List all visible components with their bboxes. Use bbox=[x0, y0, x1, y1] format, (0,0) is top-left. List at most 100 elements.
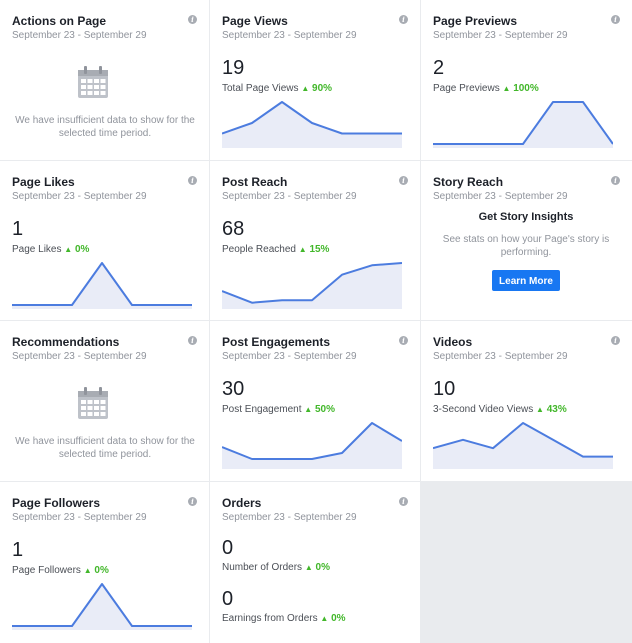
sparkline-line bbox=[12, 583, 192, 627]
card-title: Recommendations bbox=[12, 335, 120, 349]
metric-label-row: People Reached ▲ 15% bbox=[222, 244, 329, 255]
metric-delta: 90% bbox=[312, 83, 333, 94]
info-icon[interactable]: i bbox=[188, 336, 197, 345]
card-date-range: September 23 - September 29 bbox=[12, 351, 147, 362]
sparkline-line bbox=[222, 262, 402, 304]
sparkline-line bbox=[222, 101, 402, 135]
earnings-value: 0 bbox=[222, 588, 234, 610]
up-arrow-icon: ▲ bbox=[536, 405, 544, 414]
sparkline-line bbox=[433, 422, 613, 458]
metric-label: Post Engagement bbox=[222, 404, 302, 415]
sparkline-chart bbox=[222, 262, 402, 309]
card-date-range: September 23 - September 29 bbox=[222, 191, 357, 202]
metric-delta: 0% bbox=[74, 244, 90, 255]
card-videos[interactable]: Videos September 23 - September 29 i 10 … bbox=[421, 321, 632, 481]
card-title: Post Engagements bbox=[222, 335, 331, 349]
info-icon[interactable]: i bbox=[399, 176, 408, 185]
metric-label-row: Page Previews ▲ 100% bbox=[433, 83, 539, 94]
up-arrow-icon: ▲ bbox=[301, 84, 310, 93]
earnings-label-row: Earnings from Orders ▲ 0% bbox=[222, 613, 346, 624]
orders-delta: 0% bbox=[315, 562, 330, 573]
up-arrow-icon: ▲ bbox=[298, 245, 307, 254]
metric-label: Page Followers bbox=[12, 565, 81, 576]
metric-delta: 50% bbox=[314, 404, 335, 415]
card-date-range: September 23 - September 29 bbox=[222, 351, 357, 362]
sparkline-area bbox=[12, 263, 192, 309]
card-date-range: September 23 - September 29 bbox=[433, 351, 568, 362]
metric-value: 68 bbox=[222, 218, 245, 240]
card-date-range: September 23 - September 29 bbox=[433, 191, 568, 202]
metric-label: 3-Second Video Views bbox=[433, 404, 534, 415]
orders-value: 0 bbox=[222, 537, 234, 559]
sparkline-area bbox=[12, 584, 192, 630]
metric-label-row: Page Followers ▲ 0% bbox=[12, 565, 109, 576]
calendar-icon bbox=[78, 66, 108, 98]
sparkline-chart bbox=[12, 583, 192, 630]
metric-value: 1 bbox=[12, 218, 24, 240]
empty-message: We have insufficient data to show for th… bbox=[15, 436, 195, 460]
sparkline-line bbox=[222, 422, 402, 460]
metric-value: 19 bbox=[222, 57, 245, 79]
info-icon[interactable]: i bbox=[399, 336, 408, 345]
up-arrow-icon: ▲ bbox=[320, 614, 329, 623]
orders-label: Number of Orders bbox=[222, 562, 303, 573]
card-orders[interactable]: Orders September 23 - September 29 i 0 N… bbox=[210, 482, 420, 643]
metric-label: Total Page Views bbox=[222, 83, 299, 94]
card-title: Page Likes bbox=[12, 175, 75, 189]
metric-delta: 0% bbox=[94, 565, 109, 576]
metric-value: 2 bbox=[433, 57, 445, 79]
card-date-range: September 23 - September 29 bbox=[222, 30, 357, 41]
sparkline-chart bbox=[12, 262, 192, 309]
learn-more-button[interactable]: Learn More bbox=[492, 270, 560, 291]
card-page-views[interactable]: Page Views September 23 - September 29 i… bbox=[210, 0, 420, 160]
sparkline-area bbox=[433, 423, 613, 469]
metric-label: Page Likes bbox=[12, 244, 62, 255]
card-date-range: September 23 - September 29 bbox=[222, 512, 357, 523]
up-arrow-icon: ▲ bbox=[64, 245, 73, 254]
card-title: Page Views bbox=[222, 14, 288, 28]
story-insights-text: See stats on how your Page's story is pe… bbox=[442, 234, 610, 258]
card-page-likes[interactable]: Page Likes September 23 - September 29 i… bbox=[0, 161, 209, 320]
card-date-range: September 23 - September 29 bbox=[433, 30, 568, 41]
metric-value: 10 bbox=[433, 378, 456, 400]
card-title: Videos bbox=[433, 335, 473, 349]
card-actions-on-page[interactable]: Actions on Page September 23 - September… bbox=[0, 0, 209, 160]
orders-label-row: Number of Orders ▲ 0% bbox=[222, 562, 330, 573]
card-page-followers[interactable]: Page Followers September 23 - September … bbox=[0, 482, 209, 643]
metric-label: Page Previews bbox=[433, 83, 500, 94]
metric-value: 30 bbox=[222, 378, 245, 400]
sparkline-area bbox=[222, 423, 402, 469]
card-title: Actions on Page bbox=[12, 14, 107, 28]
info-icon[interactable]: i bbox=[399, 497, 408, 506]
card-title: Orders bbox=[222, 496, 262, 510]
card-page-previews[interactable]: Page Previews September 23 - September 2… bbox=[421, 0, 632, 160]
info-icon[interactable]: i bbox=[399, 15, 408, 24]
info-icon[interactable]: i bbox=[188, 497, 197, 506]
sparkline-chart bbox=[222, 422, 402, 469]
info-icon[interactable]: i bbox=[611, 176, 620, 185]
card-story-reach[interactable]: Story Reach September 23 - September 29 … bbox=[421, 161, 632, 320]
story-insights-heading: Get Story Insights bbox=[478, 211, 574, 223]
earnings-delta: 0% bbox=[331, 613, 346, 624]
up-arrow-icon: ▲ bbox=[502, 84, 511, 93]
metric-delta: 43% bbox=[546, 404, 567, 415]
info-icon[interactable]: i bbox=[611, 336, 620, 345]
metric-delta: 100% bbox=[513, 83, 539, 94]
calendar-icon bbox=[78, 387, 108, 419]
card-date-range: September 23 - September 29 bbox=[12, 191, 147, 202]
metric-label-row: 3-Second Video Views ▲ 43% bbox=[433, 404, 567, 415]
card-post-reach[interactable]: Post Reach September 23 - September 29 i… bbox=[210, 161, 420, 320]
card-recommendations[interactable]: Recommendations September 23 - September… bbox=[0, 321, 209, 481]
card-title: Page Previews bbox=[433, 14, 518, 28]
info-icon[interactable]: i bbox=[188, 15, 197, 24]
card-post-engagements[interactable]: Post Engagements September 23 - Septembe… bbox=[210, 321, 420, 481]
metric-label-row: Page Likes ▲ 0% bbox=[12, 244, 89, 255]
card-title: Post Reach bbox=[222, 175, 288, 189]
sparkline-chart bbox=[222, 101, 402, 148]
up-arrow-icon: ▲ bbox=[83, 566, 92, 575]
card-title: Page Followers bbox=[12, 496, 101, 510]
info-icon[interactable]: i bbox=[611, 15, 620, 24]
sparkline-line bbox=[12, 262, 192, 306]
info-icon[interactable]: i bbox=[188, 176, 197, 185]
